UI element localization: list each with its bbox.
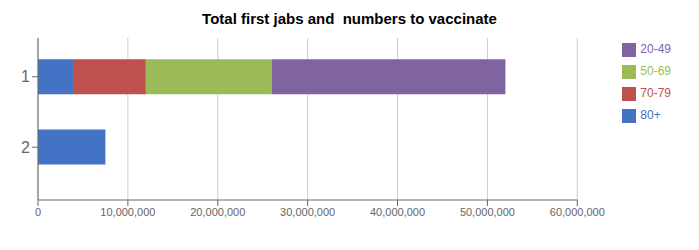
- svg-text:30,000,000: 30,000,000: [280, 206, 335, 218]
- svg-text:50,000,000: 50,000,000: [460, 206, 515, 218]
- svg-text:0: 0: [35, 206, 41, 218]
- html-text:50-69: 50-69: [640, 64, 671, 78]
- html-text:70-79: 70-79: [640, 86, 671, 100]
- svg-text:20,000,000: 20,000,000: [190, 206, 245, 218]
- svg-text:2: 2: [21, 139, 30, 156]
- svg-text:60,000,000: 60,000,000: [550, 206, 605, 218]
- html-text:20-49: 20-49: [640, 42, 671, 56]
- svg-text:40,000,000: 40,000,000: [370, 206, 425, 218]
- html-text:80+: 80+: [640, 108, 661, 122]
- svg-text:10,000,000: 10,000,000: [100, 206, 155, 218]
- html-text:Total first jabs and numbers t: Total first jabs and numbers to vaccinat…: [202, 10, 497, 27]
- svg-text:1: 1: [21, 68, 30, 85]
